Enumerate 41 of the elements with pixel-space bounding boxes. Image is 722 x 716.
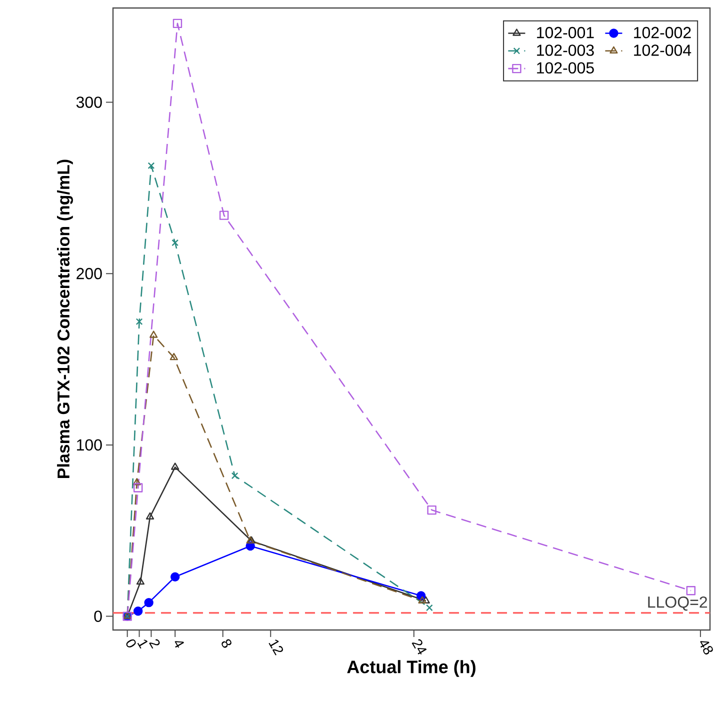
y-tick-label: 200 bbox=[76, 268, 102, 280]
point bbox=[150, 330, 158, 338]
x-tick-label: 12 bbox=[268, 640, 284, 656]
x-tick-label: 4 bbox=[174, 641, 184, 648]
y-tick-label: 300 bbox=[76, 96, 102, 108]
point bbox=[219, 210, 229, 220]
point bbox=[172, 18, 182, 28]
y-tick-label: 100 bbox=[77, 439, 102, 451]
legend-label: 102-001 bbox=[537, 26, 594, 38]
legend-label: 102-004 bbox=[634, 44, 692, 56]
point bbox=[231, 472, 238, 480]
point bbox=[146, 512, 154, 520]
x-tick-label: 2 bbox=[149, 639, 160, 649]
x-tick-label: 0 bbox=[126, 639, 136, 648]
y-tick-label: 0 bbox=[94, 610, 102, 622]
x-tick-label: 8 bbox=[222, 639, 232, 648]
point bbox=[136, 577, 145, 585]
legend-label: 102-002 bbox=[634, 26, 691, 38]
point bbox=[172, 239, 179, 246]
point bbox=[171, 462, 180, 470]
point bbox=[144, 598, 154, 608]
point bbox=[148, 162, 155, 170]
point bbox=[427, 505, 436, 515]
x-tick-label: 48 bbox=[700, 641, 713, 654]
legend-label: 102-005 bbox=[537, 62, 594, 74]
point bbox=[133, 606, 143, 616]
point bbox=[422, 596, 430, 604]
point bbox=[136, 318, 143, 325]
ref-line-label: LLOQ=2 bbox=[648, 596, 707, 611]
point bbox=[418, 596, 426, 604]
legend-label: 102-003 bbox=[537, 44, 594, 56]
point bbox=[170, 572, 180, 582]
point bbox=[170, 352, 178, 360]
point bbox=[686, 586, 696, 596]
y-axis-title: Plasma GTX-102 Concentration (ng/mL) bbox=[57, 160, 73, 478]
x-tick-label: 24 bbox=[412, 639, 427, 655]
x-tick-label: 1 bbox=[137, 640, 148, 649]
point bbox=[133, 483, 143, 492]
point bbox=[132, 478, 141, 486]
x-axis-title: Actual Time (h) bbox=[347, 660, 476, 677]
point bbox=[426, 604, 433, 612]
